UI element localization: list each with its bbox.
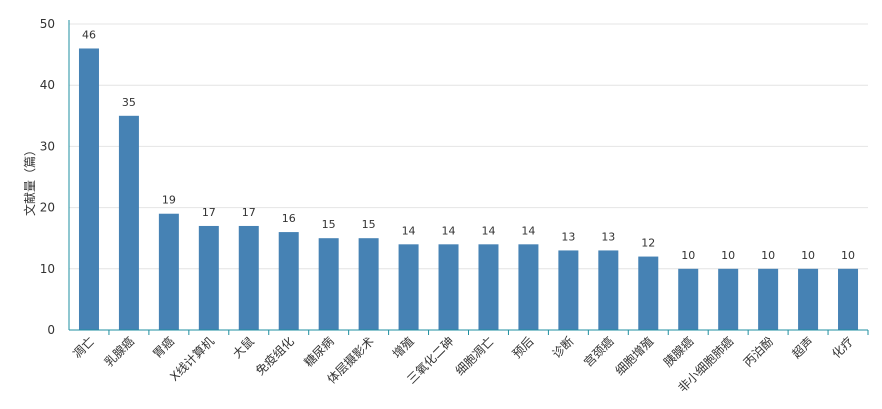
data-label: 15 (322, 218, 336, 231)
data-label: 14 (402, 224, 416, 237)
bars (78, 48, 859, 330)
data-label: 10 (841, 249, 855, 262)
x-tick-label: 胃癌 (149, 334, 177, 362)
x-tick-label: 胰腺癌 (660, 334, 696, 370)
x-tick-label: 丙泊酚 (741, 334, 776, 369)
data-label: 46 (82, 28, 96, 41)
data-label: 17 (242, 206, 256, 219)
bar[interactable] (478, 244, 499, 330)
bar[interactable] (758, 268, 779, 330)
x-tick-label: 化疗 (829, 334, 856, 361)
bar[interactable] (118, 115, 139, 330)
data-label: 10 (761, 249, 775, 262)
y-tick-label: 50 (40, 17, 55, 31)
bar[interactable] (198, 225, 219, 330)
gridlines (69, 23, 868, 270)
data-label: 10 (721, 249, 735, 262)
data-label: 17 (202, 206, 216, 219)
data-label: 14 (521, 224, 535, 237)
bar[interactable] (718, 268, 739, 330)
labels: 0 10 20 30 40 50 46 凋亡 35 乳腺癌 19 胃癌 17 X线计算机 17 大鼠 16 免疫组… (40, 17, 856, 395)
x-tick-label: 细胞凋亡 (453, 334, 497, 378)
data-label: 35 (122, 96, 136, 109)
data-label: 10 (681, 249, 695, 262)
data-label: 10 (801, 249, 815, 262)
x-tick-label: 糖尿病 (301, 334, 337, 370)
x-tick-label: 诊断 (549, 334, 577, 362)
bar[interactable] (558, 250, 579, 330)
bar[interactable] (678, 268, 699, 330)
bar[interactable] (838, 268, 859, 330)
x-tick-label: 细胞增殖 (612, 334, 657, 379)
y-axis-title: 文献量（篇） (22, 144, 37, 216)
bar[interactable] (798, 268, 819, 330)
bar[interactable] (438, 244, 459, 330)
bar[interactable] (598, 250, 619, 330)
y-tick-label: 30 (40, 139, 55, 153)
data-label: 13 (561, 230, 575, 243)
data-label: 13 (601, 230, 615, 243)
x-tick-label: 超声 (789, 334, 817, 362)
bar[interactable] (518, 244, 539, 330)
y-tick-label: 20 (40, 201, 55, 215)
bar[interactable] (358, 238, 379, 330)
x-tick-label: 大鼠 (230, 334, 257, 361)
x-tick-label: 凋亡 (70, 334, 97, 361)
x-tick-label: 免疫组化 (252, 334, 297, 379)
bar[interactable] (238, 225, 259, 330)
data-label: 12 (641, 237, 655, 250)
x-tick-label: 预后 (510, 334, 537, 361)
data-label: 15 (362, 218, 376, 231)
bar[interactable] (398, 244, 419, 330)
bar[interactable] (318, 238, 339, 330)
y-tick-label: 10 (40, 262, 55, 276)
y-tick-label: 40 (40, 78, 55, 92)
x-tick-label: 宫颈癌 (580, 334, 616, 370)
data-label: 14 (481, 224, 495, 237)
data-label: 16 (282, 212, 296, 225)
bar[interactable] (78, 48, 99, 330)
x-tick-label: X线计算机 (167, 334, 217, 384)
y-tick-label: 0 (47, 323, 55, 337)
data-label: 19 (162, 194, 176, 207)
bar[interactable] (158, 213, 179, 330)
x-tick-label: 乳腺癌 (101, 334, 137, 370)
data-label: 14 (442, 224, 456, 237)
bar[interactable] (278, 232, 299, 330)
x-tick-label: 增殖 (389, 334, 417, 362)
axes (68, 20, 869, 335)
bar[interactable] (638, 256, 659, 330)
